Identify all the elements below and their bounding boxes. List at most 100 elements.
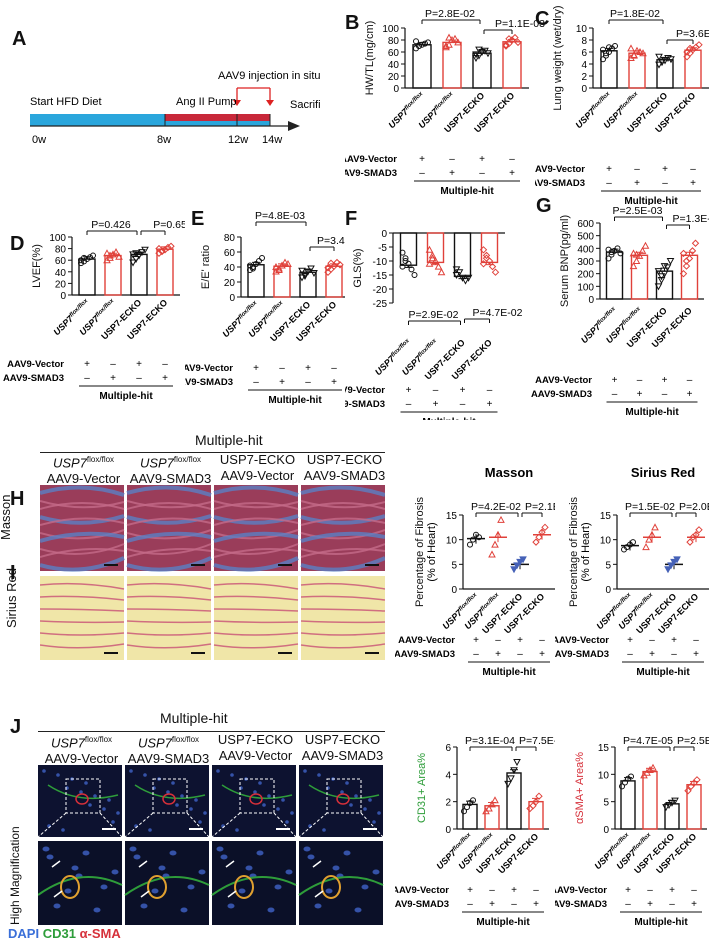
data-point-triangle <box>112 248 120 256</box>
y-axis-label: Lung weight (wet/dry) <box>552 5 564 110</box>
aav9-vector-label: AAV9-Vector <box>345 154 397 165</box>
y-tick-label: 40 <box>224 263 236 274</box>
aav9-vector-label: AAV9-Vector <box>555 635 609 646</box>
nucleus <box>290 811 294 815</box>
column-title-gene: USP7 <box>137 735 172 751</box>
collagen-fiber <box>126 632 212 636</box>
data-point-triangle <box>646 765 654 773</box>
data-point-inv-triangle <box>129 251 137 259</box>
p-value-label: P=3.1E-04 <box>465 735 515 747</box>
y-tick-label: 5 <box>451 560 457 571</box>
nucleus <box>129 769 133 773</box>
aav9-label: AAV9 injection in situ <box>218 70 320 82</box>
data-point-circle <box>416 43 422 49</box>
y-tick-label: 80 <box>224 233 236 244</box>
smad3-sign: + <box>647 899 653 910</box>
nucleus <box>285 869 293 875</box>
collagen-fiber <box>40 620 125 624</box>
nucleus <box>79 790 83 794</box>
y-tick-label: 100 <box>577 282 594 293</box>
nucleus <box>262 803 266 807</box>
arrow <box>314 890 324 898</box>
row-label-high-mag: High Magnification <box>8 826 22 925</box>
nucleus <box>93 907 101 913</box>
bar <box>630 254 649 300</box>
collagen-fiber <box>126 608 212 612</box>
row-label-masson: Masson <box>0 494 13 540</box>
nucleus <box>107 798 111 802</box>
data-point-triangle <box>115 252 123 260</box>
y-tick-label: 0 <box>588 295 594 306</box>
cd31-vessel <box>134 784 206 800</box>
nucleus <box>230 773 234 777</box>
data-point-triangle <box>428 254 437 262</box>
smad3-sign: – <box>406 399 412 410</box>
nucleus <box>53 903 61 909</box>
timeline-diagram: AAV9 injection in situ Start HFD Diet An… <box>30 70 320 146</box>
data-point-inv-triangle <box>660 263 669 271</box>
data-point-diamond <box>158 247 166 255</box>
nucleus <box>314 903 322 909</box>
panel-letter: D <box>10 233 25 255</box>
panel-letter: I <box>10 562 16 584</box>
nucleus <box>235 828 239 832</box>
multiple-hit-label: Multiple-hit <box>625 407 679 418</box>
nucleus <box>258 781 262 785</box>
collagen-fiber <box>126 582 212 590</box>
data-point-circle <box>605 255 612 262</box>
smad3-sign: – <box>662 178 668 189</box>
data-point-diamond <box>511 33 519 42</box>
y-tick-label: 600 <box>577 219 594 230</box>
data-point-diamond <box>336 261 344 269</box>
data-point-inv-triangle <box>475 46 483 54</box>
data-point-inv-triangle <box>510 767 518 775</box>
fiber <box>40 531 125 543</box>
data-point-inv-triangle <box>510 566 518 574</box>
tick-8w: 8w <box>157 134 171 146</box>
nucleus <box>189 807 193 811</box>
multiple-hit-label: Multiple-hit <box>634 917 688 928</box>
vector-sign: + <box>479 154 485 165</box>
data-point-circle <box>464 804 470 811</box>
nucleus <box>180 907 188 913</box>
y-axis-label: HW/TL(mg/cm) <box>364 21 376 96</box>
column-title: USP7-ECKO AAV9-SMAD3 <box>299 732 386 764</box>
smad3-sign: + <box>690 178 696 189</box>
data-point-inv-triangle <box>301 271 309 279</box>
y-tick-label: -20 <box>373 285 388 296</box>
data-point-inv-triangle <box>654 283 663 291</box>
nucleus <box>166 790 170 794</box>
row-label-sirius: Sirius Red <box>4 568 19 628</box>
data-point-circle <box>619 783 625 790</box>
smad3-sign: – <box>662 389 668 400</box>
zoom-box <box>326 778 362 814</box>
data-point-inv-triangle <box>138 249 146 257</box>
nucleus <box>238 888 246 894</box>
data-point-circle <box>630 539 636 546</box>
p-value-label: P=2.0E-03 <box>679 501 709 513</box>
vector-sign: – <box>449 154 455 165</box>
data-point-triangle <box>630 51 638 59</box>
fiber <box>213 543 299 555</box>
column-title-superscript: flox/flox <box>86 455 115 464</box>
data-point-inv-triangle <box>298 267 306 275</box>
data-point-diamond <box>535 792 543 800</box>
nucleus <box>317 773 321 777</box>
vector-sign: + <box>662 164 668 175</box>
smad3-sign: – <box>473 649 479 660</box>
data-point-circle <box>87 254 93 261</box>
data-point-inv-triangle <box>673 556 681 564</box>
group-label-superscript: flox/flox <box>404 91 425 112</box>
nucleus <box>93 794 97 798</box>
y-tick-label: 6 <box>445 743 451 754</box>
ee-ratio-chart: E/E' ratio020406080P=4.8E-03P=3.4E-02USP… <box>172 210 367 406</box>
fiber <box>126 548 212 558</box>
arrow <box>312 860 322 868</box>
column-title-superscript: flox/flox <box>173 455 202 464</box>
data-point-circle <box>250 265 256 272</box>
nucleus <box>203 811 207 815</box>
data-point-triangle <box>639 49 647 57</box>
data-point-triangle <box>454 38 462 46</box>
p-value-label: P=2.8E-02 <box>425 8 475 20</box>
smad3-sign: – <box>467 899 473 910</box>
